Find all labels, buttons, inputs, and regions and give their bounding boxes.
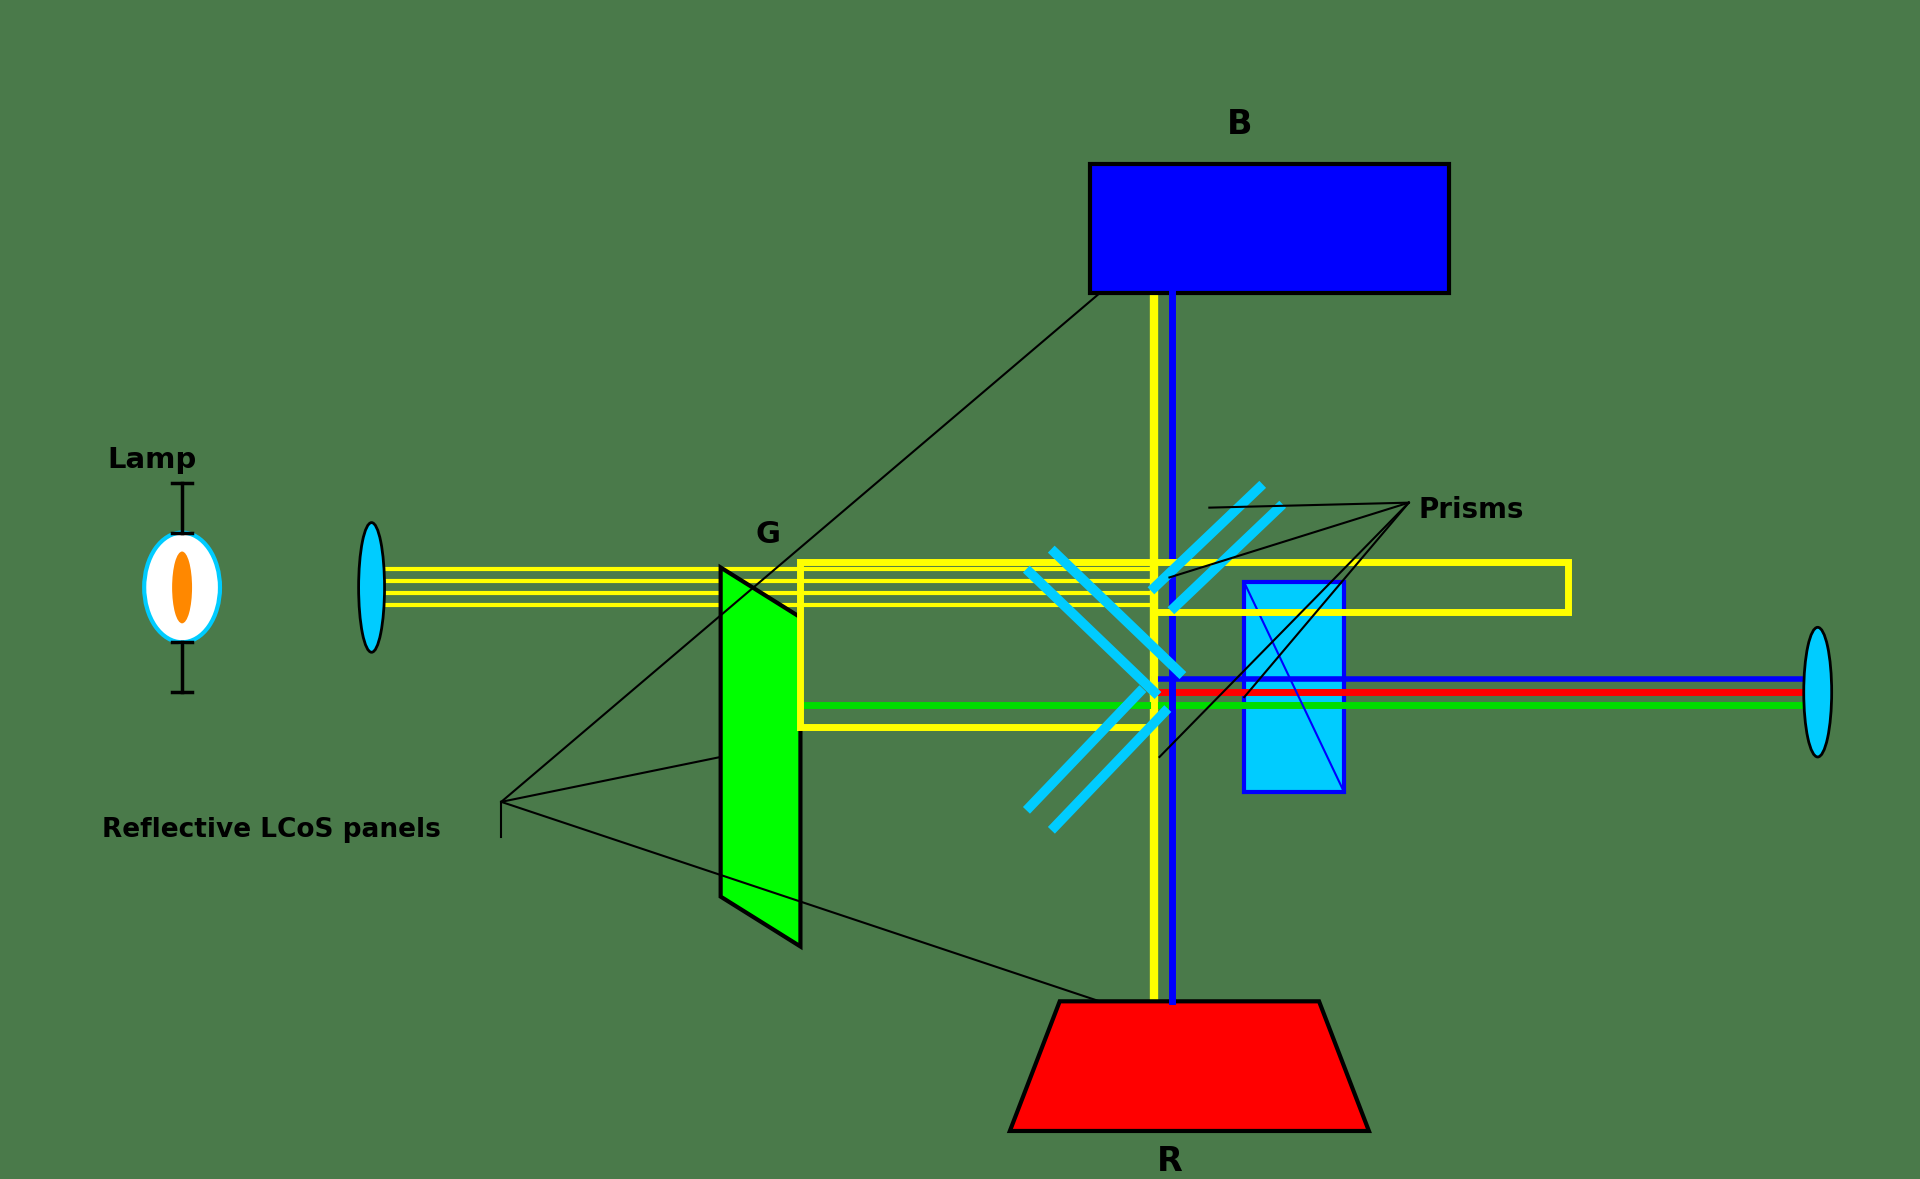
Polygon shape (720, 567, 801, 947)
Ellipse shape (144, 533, 221, 643)
Polygon shape (1091, 164, 1450, 294)
Text: Lamp: Lamp (108, 446, 196, 474)
Text: Reflective LCoS panels: Reflective LCoS panels (102, 817, 442, 843)
Ellipse shape (1803, 627, 1832, 757)
Bar (1244, 582, 1344, 792)
Text: G: G (756, 520, 781, 548)
Text: R: R (1156, 1145, 1183, 1178)
Text: Prisms: Prisms (1419, 495, 1524, 523)
Ellipse shape (359, 522, 384, 652)
Ellipse shape (173, 552, 192, 624)
Text: B: B (1227, 107, 1252, 140)
Polygon shape (1010, 1001, 1369, 1131)
